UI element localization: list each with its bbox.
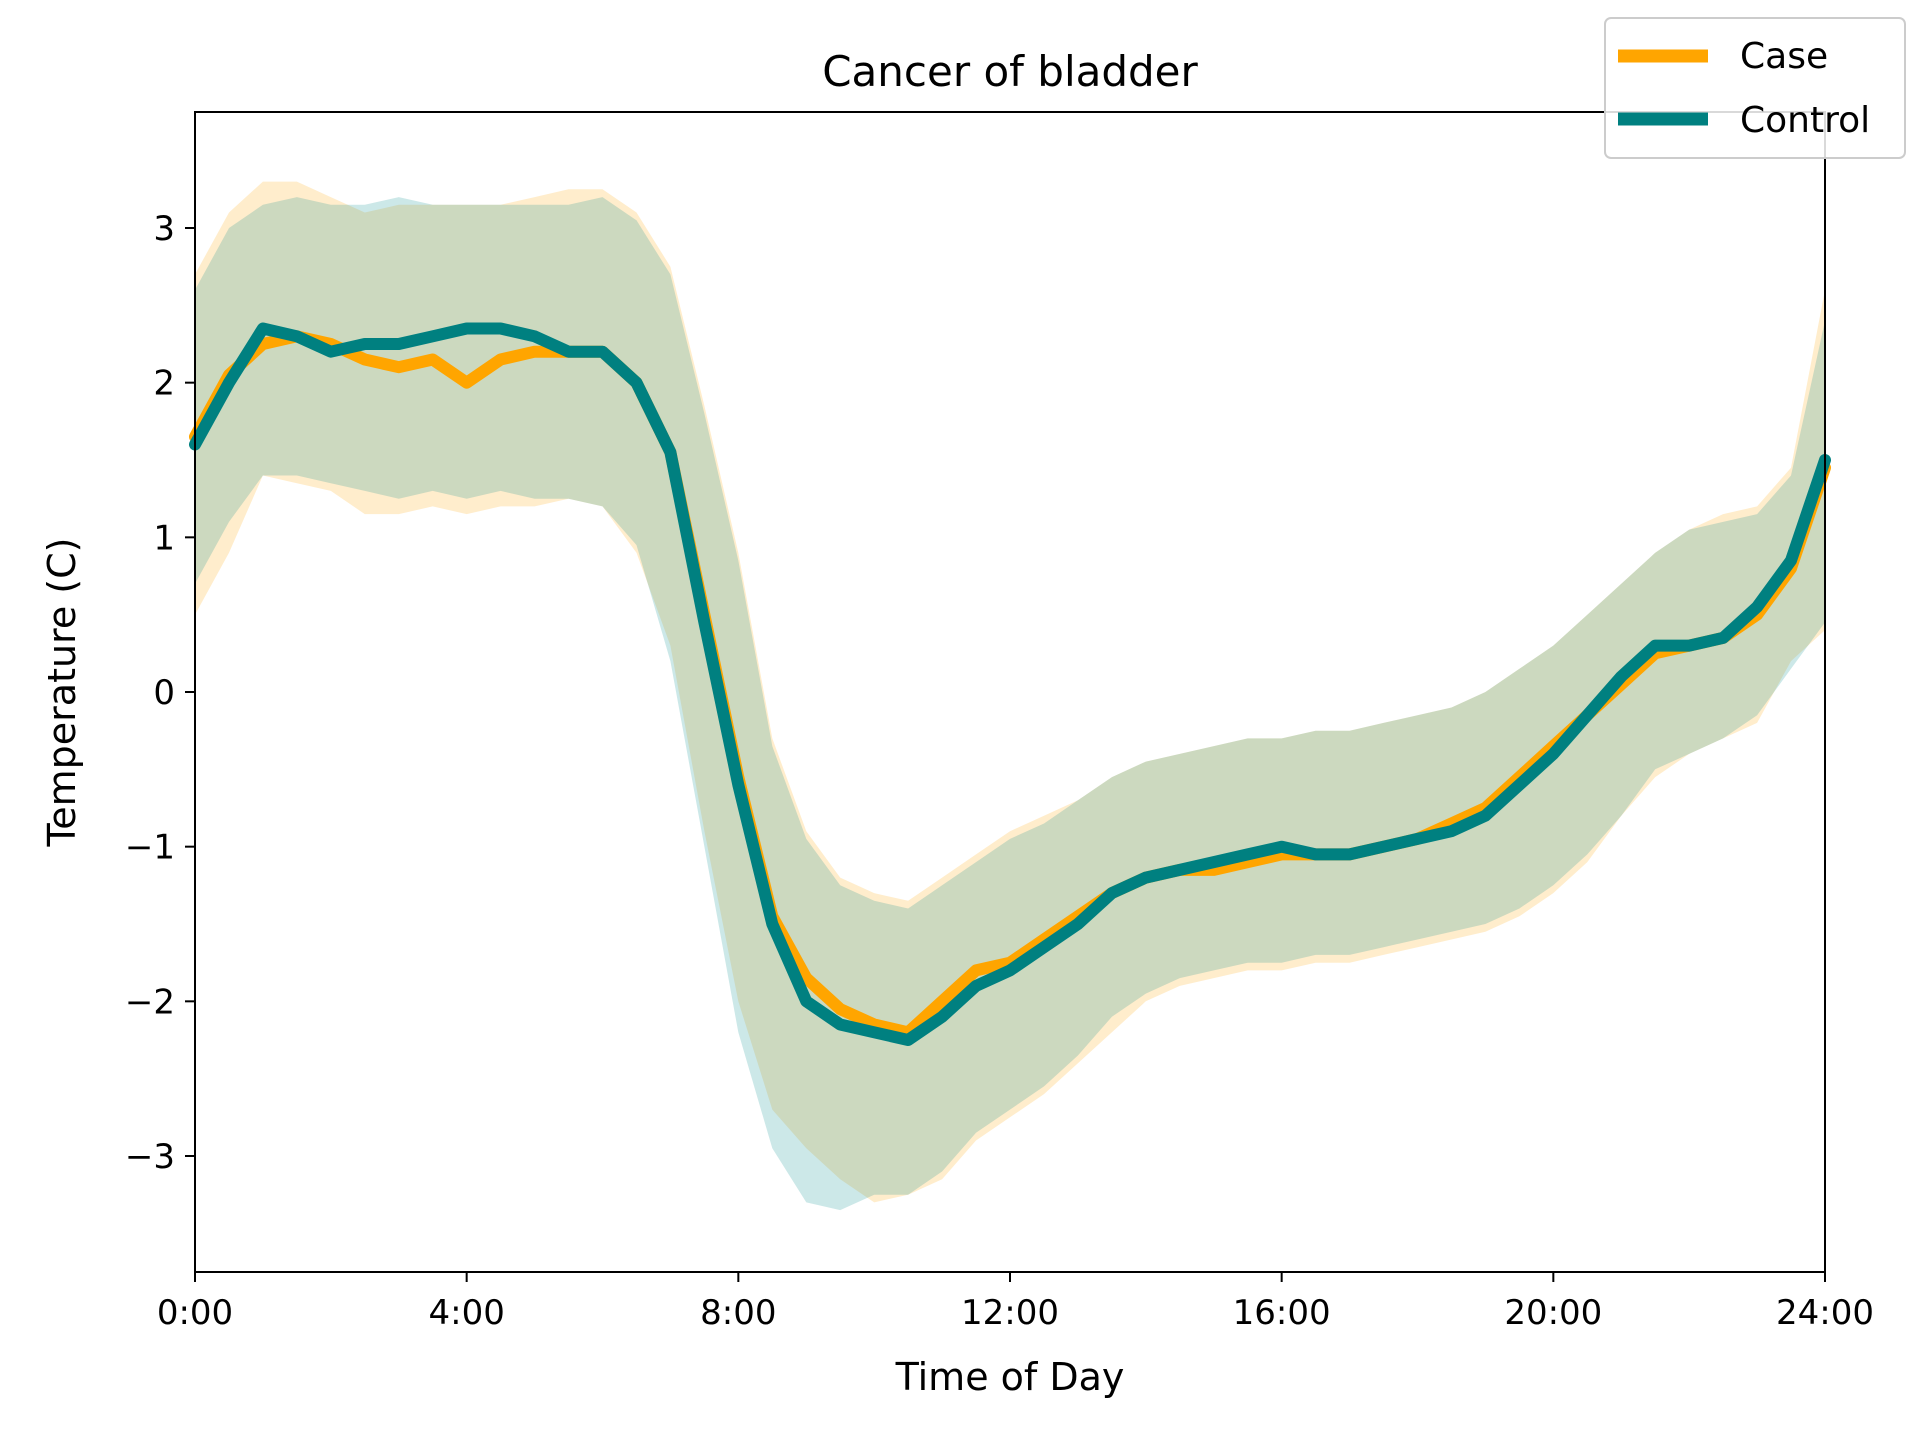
y-tick-label: −3 xyxy=(125,1137,175,1177)
x-tick-label: 12:00 xyxy=(961,1293,1059,1333)
legend: Case Control xyxy=(1604,17,1906,159)
confidence-bands xyxy=(195,181,1825,1211)
x-tick-label: 16:00 xyxy=(1233,1293,1331,1333)
y-tick-label: −2 xyxy=(125,982,175,1022)
x-axis-ticks: 0:00 4:00 8:00 12:00 16:00 20:00 24:00 xyxy=(157,1272,1874,1333)
chart-title: Cancer of bladder xyxy=(822,47,1198,96)
y-tick-label: 1 xyxy=(153,518,175,558)
y-axis-ticks: 3 2 1 0 −1 −2 −3 xyxy=(125,209,195,1177)
y-tick-label: −1 xyxy=(125,828,175,868)
x-tick-label: 0:00 xyxy=(157,1293,233,1333)
line-control xyxy=(189,322,1831,1046)
x-tick-label: 20:00 xyxy=(1504,1293,1602,1333)
legend-label-control: Control xyxy=(1740,100,1870,141)
y-tick-label: 2 xyxy=(153,364,175,404)
series-lines xyxy=(189,322,1831,1046)
band-control xyxy=(195,197,1825,1211)
y-tick-label: 3 xyxy=(153,209,175,249)
band-case xyxy=(195,181,1825,1203)
x-tick-label: 4:00 xyxy=(428,1293,504,1333)
x-tick-label: 24:00 xyxy=(1776,1293,1874,1333)
x-tick-label: 8:00 xyxy=(700,1293,776,1333)
legend-label-case: Case xyxy=(1740,36,1828,77)
y-tick-label: 0 xyxy=(153,673,175,713)
x-axis-label: Time of Day xyxy=(895,1355,1125,1399)
y-axis-label: Temperature (C) xyxy=(40,538,84,848)
